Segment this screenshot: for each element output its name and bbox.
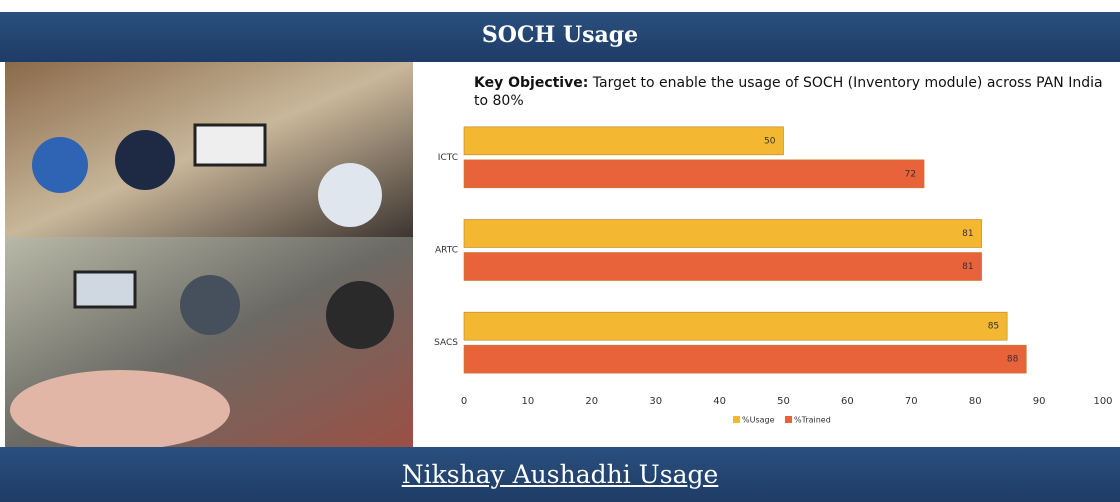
photo-detail [32, 137, 88, 193]
photo-detail [180, 275, 240, 335]
x-tick-label: 60 [841, 396, 854, 407]
legend-label: %Trained [794, 416, 831, 425]
value-label: 50 [764, 136, 776, 146]
value-label: 85 [988, 322, 999, 332]
photo-detail [318, 163, 382, 227]
y-tick-label: SACS [434, 338, 458, 348]
value-label: 81 [962, 262, 973, 272]
x-tick-label: 80 [969, 396, 982, 407]
x-tick-label: 90 [1033, 396, 1046, 407]
x-tick-label: 40 [713, 396, 726, 407]
value-label: 72 [905, 169, 916, 179]
bar [464, 253, 982, 281]
photo-detail [326, 281, 394, 349]
page: SOCH Usage 0102030405060708090100ICTC507… [0, 0, 1120, 502]
x-tick-label: 30 [649, 396, 662, 407]
y-tick-label: ICTC [438, 153, 458, 163]
footer-banner: Nikshay Aushadhi Usage [0, 447, 1120, 502]
footer-title: Nikshay Aushadhi Usage [402, 460, 719, 489]
x-tick-label: 10 [522, 396, 535, 407]
bar [464, 160, 924, 188]
photo-detail [115, 130, 175, 190]
legend-label: %Usage [742, 416, 775, 425]
x-tick-label: 100 [1093, 396, 1112, 407]
bar [464, 312, 1007, 340]
x-tick-label: 50 [777, 396, 790, 407]
bar [464, 127, 784, 155]
value-label: 81 [962, 229, 973, 239]
y-tick-label: ARTC [435, 246, 458, 256]
photo-detail [195, 125, 265, 165]
legend-swatch [785, 416, 792, 423]
key-objective: Key Objective: Target to enable the usag… [474, 74, 1114, 110]
bar [464, 220, 982, 248]
legend-swatch [733, 416, 740, 423]
annotation-label: Key Objective: [474, 75, 588, 91]
x-tick-label: 20 [585, 396, 598, 407]
photo-detail [75, 272, 135, 307]
value-label: 88 [1007, 355, 1019, 365]
x-tick-label: 70 [905, 396, 918, 407]
photo-detail [10, 370, 230, 450]
x-tick-label: 0 [461, 396, 467, 407]
bar [464, 345, 1026, 373]
